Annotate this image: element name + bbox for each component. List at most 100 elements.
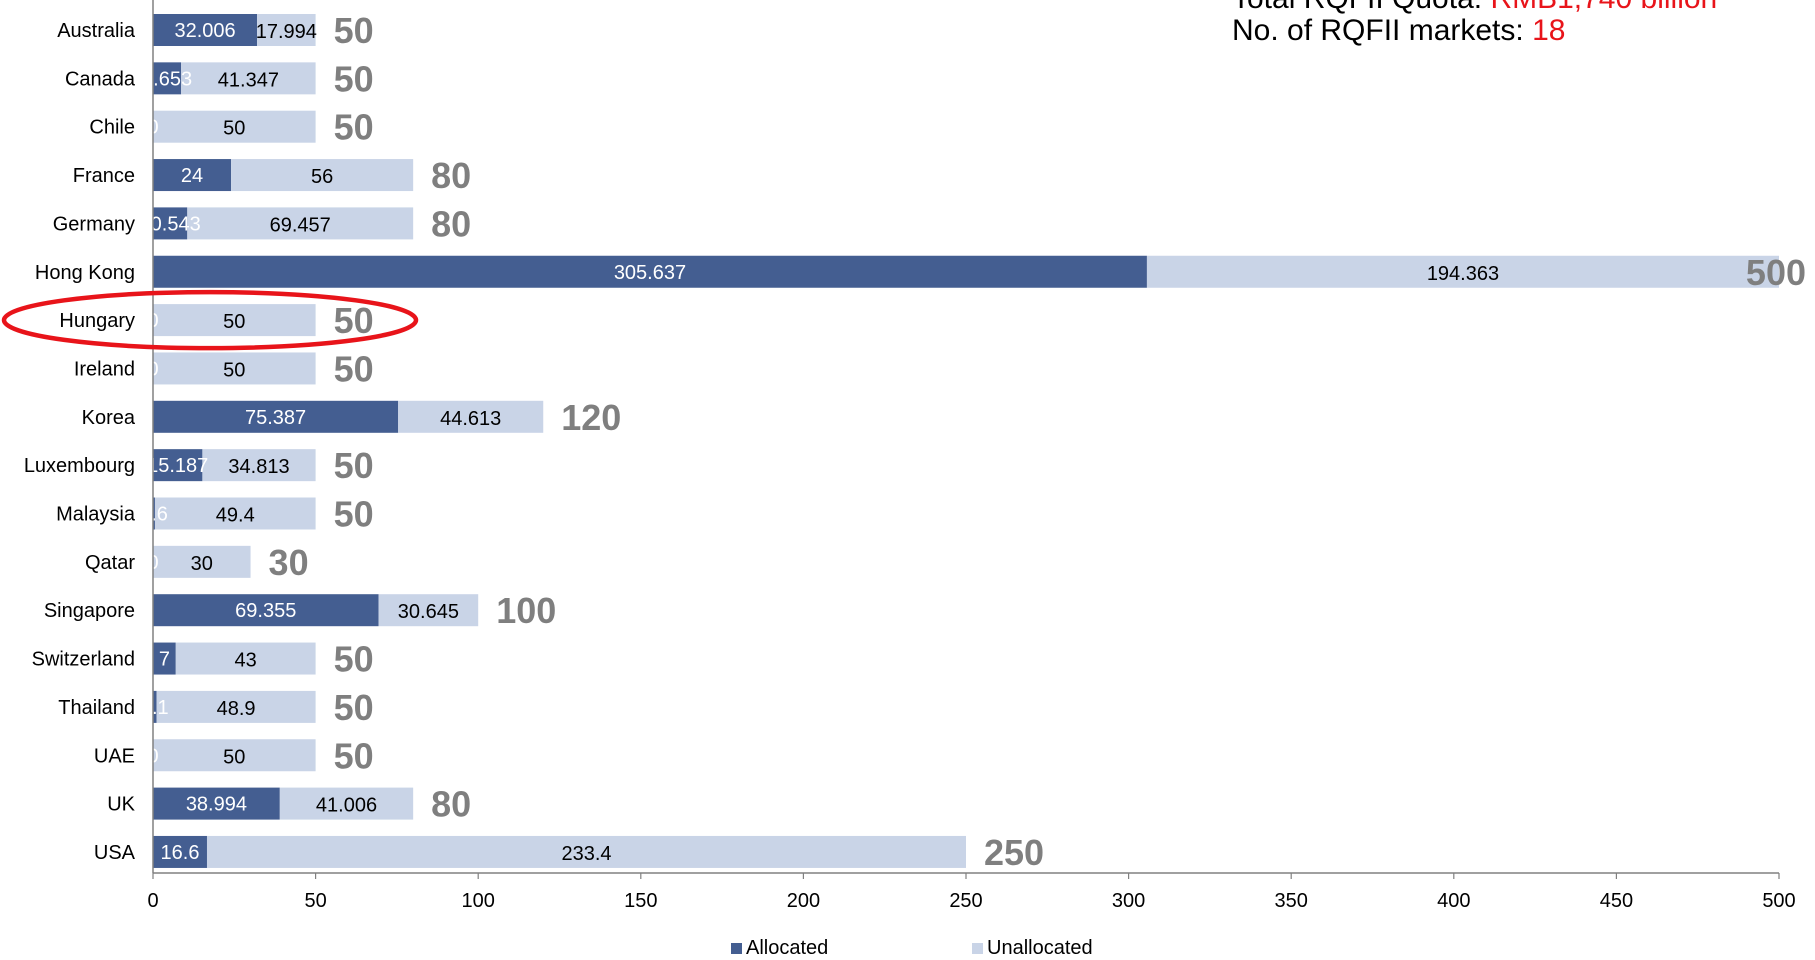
category-label-malaysia: Malaysia <box>56 504 136 526</box>
category-label-france: France <box>73 165 135 187</box>
data-label-allocated-korea: 75.387 <box>245 407 306 429</box>
category-label-canada: Canada <box>65 68 136 90</box>
bar-unallocated-usa <box>206 835 966 868</box>
data-label-unallocated-australia: 17.994 <box>256 21 317 43</box>
bar-unallocated-qatar <box>153 545 251 578</box>
data-label-allocated-hong-kong: 305.637 <box>614 262 686 284</box>
category-label-korea: Korea <box>82 407 136 429</box>
x-tick-label-300: 300 <box>1112 890 1145 912</box>
bar-allocated-uk <box>153 787 280 820</box>
bar-allocated-germany <box>153 207 188 240</box>
total-label-korea: 120 <box>561 397 621 438</box>
data-label-unallocated-france: 56 <box>311 166 333 188</box>
data-label-unallocated-thailand: 48.9 <box>217 698 256 720</box>
legend-label-unallocated: Unallocated <box>987 937 1093 959</box>
bar-unallocated-france <box>231 159 414 192</box>
bar-unallocated-germany <box>187 207 414 240</box>
data-label-unallocated-switzerland: 43 <box>235 650 257 672</box>
data-label-allocated-malaysia: 0.6 <box>140 504 168 526</box>
data-label-unallocated-usa: 233.4 <box>561 843 611 865</box>
total-label-qatar: 30 <box>269 542 309 583</box>
data-label-unallocated-malaysia: 49.4 <box>216 505 255 527</box>
bar-unallocated-singapore <box>378 594 479 627</box>
total-label-thailand: 50 <box>334 687 374 728</box>
legend-swatch-unallocated <box>972 943 983 954</box>
data-label-unallocated-qatar: 30 <box>191 553 213 575</box>
bar-allocated-australia <box>153 14 258 46</box>
data-label-allocated-canada: 8.653 <box>142 68 192 90</box>
bar-unallocated-switzerland <box>175 642 316 675</box>
bar-unallocated-chile <box>153 110 316 143</box>
bar-allocated-thailand <box>153 690 157 723</box>
bar-allocated-malaysia <box>153 497 155 530</box>
bar-allocated-switzerland <box>153 642 176 675</box>
data-label-allocated-usa: 16.6 <box>161 842 200 864</box>
data-label-unallocated-hong-kong: 194.363 <box>1427 263 1499 285</box>
data-label-allocated-luxembourg: 15.187 <box>147 455 208 477</box>
total-label-chile: 50 <box>334 107 374 148</box>
category-label-uk: UK <box>107 794 135 816</box>
total-label-uae: 50 <box>334 735 374 776</box>
total-label-switzerland: 50 <box>334 639 374 680</box>
category-label-hong-kong: Hong Kong <box>35 262 135 284</box>
bar-allocated-usa <box>153 835 207 868</box>
data-label-unallocated-canada: 41.347 <box>218 69 279 91</box>
category-label-uae: UAE <box>94 745 135 767</box>
category-label-qatar: Qatar <box>85 552 135 574</box>
total-label-canada: 50 <box>334 58 374 99</box>
data-label-allocated-thailand: 1.1 <box>141 697 169 719</box>
bar-unallocated-hong-kong <box>1146 255 1779 288</box>
total-label-france: 80 <box>431 155 471 196</box>
category-label-usa: USA <box>94 842 136 864</box>
x-tick-label-400: 400 <box>1437 890 1470 912</box>
total-label-hong-kong: 500 <box>1746 252 1806 293</box>
category-label-singapore: Singapore <box>44 600 135 622</box>
data-label-unallocated-germany: 69.457 <box>270 214 331 236</box>
markets-count-text: No. of RQFII markets: 18 <box>1232 14 1565 48</box>
bar-unallocated-australia <box>257 14 316 46</box>
bar-unallocated-canada <box>181 62 316 95</box>
total-quota-label: Total RQFII Quota: <box>1232 0 1490 15</box>
total-label-usa: 250 <box>984 832 1044 873</box>
data-label-allocated-australia: 32.006 <box>174 20 235 42</box>
total-label-singapore: 100 <box>496 590 556 631</box>
total-label-malaysia: 50 <box>334 494 374 535</box>
data-label-unallocated-luxembourg: 34.813 <box>228 456 289 478</box>
total-label-uk: 80 <box>431 784 471 825</box>
legend-label-allocated: Allocated <box>746 937 829 959</box>
data-label-allocated-uk: 38.994 <box>186 794 247 816</box>
data-label-unallocated-singapore: 30.645 <box>398 601 459 623</box>
data-label-unallocated-korea: 44.613 <box>440 408 501 430</box>
x-tick-label-0: 0 <box>147 890 158 912</box>
bar-unallocated-uae <box>153 739 316 772</box>
bar-unallocated-ireland <box>153 352 316 385</box>
bar-unallocated-uk <box>279 787 414 820</box>
data-label-allocated-switzerland: 7 <box>159 649 170 671</box>
category-label-switzerland: Switzerland <box>32 649 135 671</box>
data-label-allocated-singapore: 69.355 <box>235 600 296 622</box>
data-label-unallocated-chile: 50 <box>223 118 245 140</box>
category-label-hungary: Hungary <box>59 310 135 332</box>
bar-allocated-korea <box>153 400 399 433</box>
x-tick-label-500: 500 <box>1762 890 1795 912</box>
total-label-ireland: 50 <box>334 348 374 389</box>
bar-unallocated-korea <box>398 400 544 433</box>
category-label-germany: Germany <box>53 213 135 235</box>
bar-allocated-france <box>153 159 232 192</box>
total-label-australia: 50 <box>334 10 374 51</box>
markets-count-value: 18 <box>1532 14 1566 47</box>
bar-unallocated-malaysia <box>154 497 316 530</box>
total-quota-value: RMB1,740 billion <box>1490 0 1717 15</box>
bar-allocated-singapore <box>153 594 379 627</box>
total-label-luxembourg: 50 <box>334 445 374 486</box>
legend-swatch-allocated <box>731 943 742 954</box>
x-tick-label-250: 250 <box>949 890 982 912</box>
bar-unallocated-hungary <box>153 304 316 337</box>
total-quota-text: Total RQFII Quota: RMB1,740 billion <box>1232 0 1717 16</box>
category-label-thailand: Thailand <box>58 697 135 719</box>
bar-allocated-luxembourg <box>153 449 203 482</box>
data-label-unallocated-ireland: 50 <box>223 359 245 381</box>
x-tick-label-50: 50 <box>304 890 326 912</box>
data-label-allocated-france: 24 <box>181 165 203 187</box>
